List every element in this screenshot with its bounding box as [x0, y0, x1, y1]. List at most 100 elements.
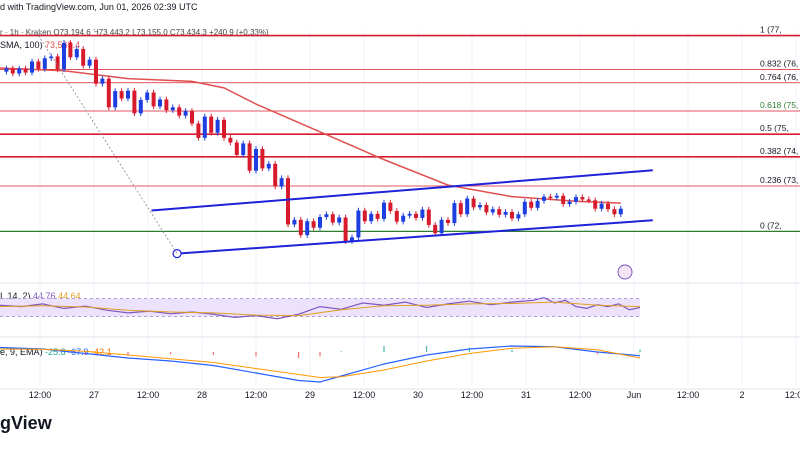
x-tick-label: 12:00	[353, 390, 376, 400]
macd-signal-line	[0, 346, 641, 379]
fib-label: 0.236 (73,	[760, 175, 798, 185]
candle-body	[87, 59, 92, 66]
candle-body	[23, 68, 28, 73]
macd-label: e, 9, EMA)	[0, 347, 43, 357]
candle-body	[516, 214, 521, 219]
candle-body	[490, 209, 495, 213]
candle-body	[612, 209, 617, 215]
channel-lower-line	[176, 219, 653, 255]
candle-body	[68, 42, 73, 58]
candle-body	[337, 217, 342, 223]
candle-body	[567, 201, 572, 205]
candle-body	[254, 148, 258, 171]
swing-low-marker	[172, 249, 182, 259]
candle-body	[247, 143, 252, 171]
candle-body	[119, 91, 124, 99]
rsi-signal-line	[0, 301, 641, 317]
candle-body	[138, 99, 143, 114]
x-tick-label: 12:00	[137, 390, 160, 400]
candle-body	[510, 211, 514, 219]
x-tick-label: 29	[305, 390, 315, 400]
candle-body	[414, 213, 418, 218]
candle-body	[106, 78, 111, 108]
candle-body	[439, 219, 444, 234]
candle-body	[382, 202, 386, 219]
macd-line	[0, 345, 641, 383]
macd-value-3: -42.1	[91, 347, 112, 357]
rsi-value-2: 44.64	[58, 291, 81, 301]
rsi-legend: I, 14, 2) 44.76 44.64	[0, 291, 81, 301]
candle-body	[190, 111, 194, 124]
candle-body	[170, 107, 175, 111]
rsi-line	[0, 296, 641, 320]
candle-body	[618, 208, 623, 215]
chart-grid	[0, 30, 800, 390]
rsi-pane	[0, 296, 641, 320]
x-tick-label: 2	[739, 390, 744, 400]
candle-body	[209, 116, 214, 133]
candle-body	[606, 203, 610, 210]
fib-label: 1 (77,	[760, 25, 782, 35]
candle-body	[593, 200, 598, 209]
candle-body	[42, 58, 47, 69]
fib-anchor-line	[38, 35, 178, 254]
candle-body	[202, 116, 207, 138]
fib-label: 0.832 (76,	[760, 58, 798, 68]
candle-body	[433, 224, 438, 234]
candle-body	[318, 217, 322, 228]
candle-body	[286, 178, 290, 225]
candle-body	[228, 137, 233, 143]
candle-body	[100, 78, 105, 84]
fib-label: 0.382 (74,	[760, 146, 798, 156]
sma-100-line	[0, 67, 621, 204]
candle-body	[458, 203, 463, 215]
candle-body	[81, 48, 86, 66]
candle-body	[49, 56, 54, 59]
candle-body	[484, 205, 489, 213]
x-tick-label: 12:00	[461, 390, 484, 400]
candle-body	[30, 61, 34, 73]
candle-body	[503, 211, 508, 215]
candle-body	[561, 195, 566, 205]
candle-body	[369, 213, 374, 222]
macd-legend: e, 9, EMA) -25.8 -67.9 -42.1	[0, 347, 112, 357]
candle-body	[580, 197, 585, 200]
candle-body	[55, 56, 60, 70]
candle-body	[298, 219, 303, 236]
candle-body	[266, 163, 271, 169]
candle-body	[215, 119, 220, 133]
fib-label: 0.764 (76,	[760, 72, 798, 82]
candle-body	[407, 213, 412, 216]
candle-body	[542, 196, 546, 201]
candle-body	[273, 163, 278, 187]
candle-body	[356, 210, 361, 238]
fib-label: 0.618 (75,	[760, 100, 798, 110]
candle-body	[452, 203, 457, 224]
price-series	[0, 40, 623, 244]
candle-body	[388, 202, 393, 212]
price-chart[interactable]: 1 (77, 0.832 (76, 0.764 (76, 0.618 (75, 0.5 …	[0, 0, 800, 410]
chart-header: d with TradingView.com, Jun 01, 2026 02:…	[0, 0, 800, 37]
candle-body	[535, 200, 540, 208]
candle-body	[343, 217, 348, 242]
x-tick-label: 27	[89, 390, 99, 400]
candle-body	[401, 215, 406, 222]
candle-body	[350, 237, 354, 242]
candle-body	[151, 92, 156, 107]
candle-body	[311, 221, 316, 228]
candle-body	[126, 90, 130, 99]
candle-body	[599, 203, 604, 209]
candle-body	[222, 119, 226, 138]
macd-value-2: -67.9	[68, 347, 89, 357]
x-tick-label: 30	[413, 390, 423, 400]
candle-body	[522, 201, 527, 215]
x-tick-label: 12:00	[245, 390, 268, 400]
candle-body	[574, 197, 578, 202]
candle-body	[132, 90, 137, 114]
candle-body	[292, 219, 297, 225]
candle-body	[10, 68, 15, 74]
candle-body	[177, 107, 182, 116]
candle-body	[478, 205, 482, 208]
x-tick-label: 12:00	[569, 390, 592, 400]
rsi-value-1: 44.76	[33, 291, 56, 301]
